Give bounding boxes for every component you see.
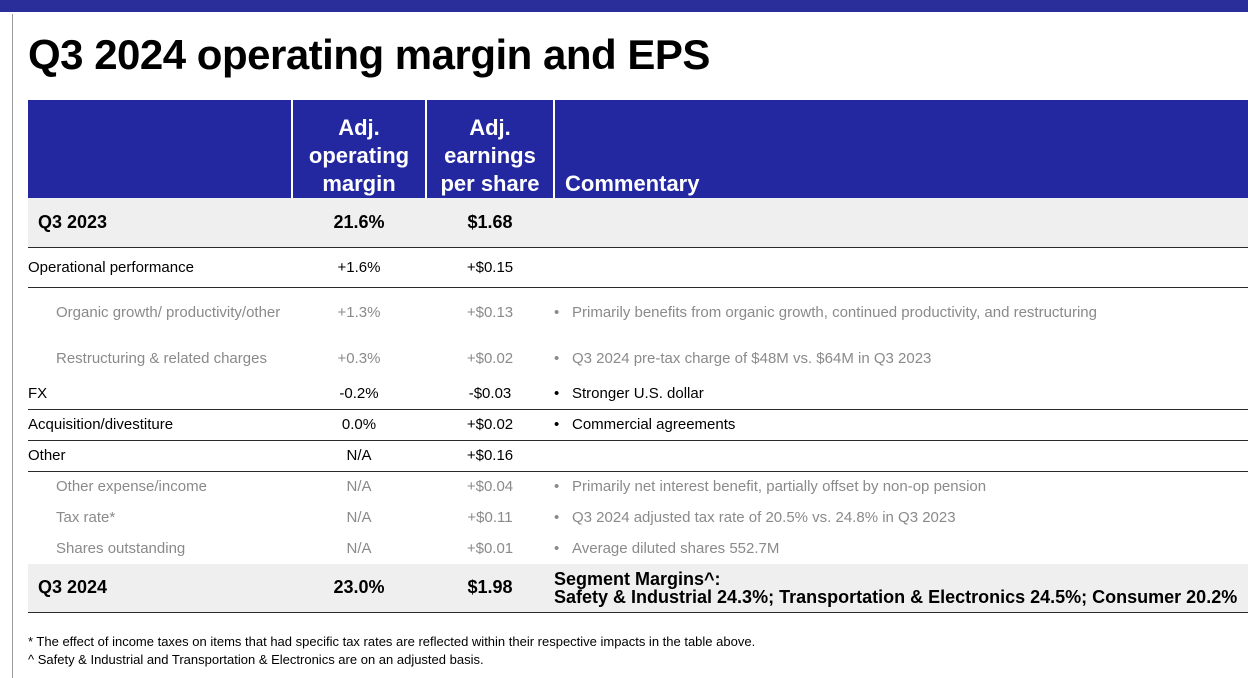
table-row-other-expense: Other expense/income N/A +$0.04 • Primari… — [56, 478, 987, 496]
table-row-organic-growth: Organic growth/ productivity/other +1.3%… — [56, 304, 1097, 322]
bullet: • — [554, 478, 560, 496]
table-row-restructuring: Restructuring & related charges +0.3% +$… — [56, 349, 932, 367]
top-accent-gap — [0, 12, 1248, 14]
margin-eps-table: Adj. operating margin Adj. earnings per … — [28, 100, 1248, 613]
table-header: Adj. operating margin Adj. earnings per … — [28, 100, 1248, 198]
bullet: • — [554, 509, 560, 526]
header-adj-operating-margin: Adj. operating margin — [291, 100, 426, 198]
table-row-fx: FX -0.2% -$0.03 • Stronger U.S. dollar — [28, 378, 1248, 410]
page-title: Q3 2024 operating margin and EPS — [28, 31, 710, 78]
header-commentary: Commentary — [553, 100, 1248, 198]
bullet: • — [554, 304, 560, 322]
table-row-q3-2023: Q3 2023 21.6% $1.68 — [28, 198, 1248, 248]
header-blank — [28, 100, 292, 198]
footnote-adjusted-basis: ^ Safety & Industrial and Transportation… — [28, 652, 484, 667]
segment-margins: Segment Margins^: Safety & Industrial 24… — [554, 564, 1248, 613]
table-row-acquisition: Acquisition/divestiture 0.0% +$0.02 • Com… — [28, 409, 1248, 441]
table-row-operational-performance: Operational performance +1.6% +$0.15 — [28, 247, 1248, 288]
bullet: • — [554, 349, 560, 367]
top-accent-bar — [0, 0, 1248, 12]
table-row-shares-outstanding: Shares outstanding N/A +$0.01 • Average d… — [56, 540, 780, 557]
footnote-tax: * The effect of income taxes on items th… — [28, 634, 756, 649]
bullet: • — [554, 540, 560, 557]
header-adj-eps: Adj. earnings per share — [425, 100, 554, 198]
bullet: • — [554, 384, 560, 402]
table-row-tax-rate: Tax rate* N/A +$0.11 • Q3 2024 adjusted t… — [56, 509, 956, 526]
table-row-q3-2024: Q3 2024 23.0% $1.98 Segment Margins^: Sa… — [28, 564, 1248, 613]
bullet: • — [554, 416, 560, 433]
table-row-other: Other N/A +$0.16 — [28, 440, 1248, 472]
left-rule — [12, 14, 13, 678]
